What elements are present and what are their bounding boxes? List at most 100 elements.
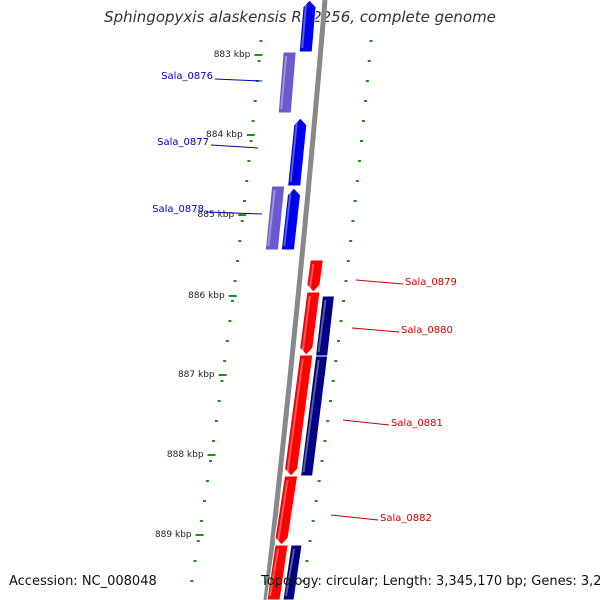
gene-label-sala-0878[interactable]: Sala_0878: [152, 204, 204, 215]
gene-label-sala-0880[interactable]: Sala_0880: [401, 325, 453, 336]
dot-right: [365, 80, 369, 82]
dot-left: [238, 240, 242, 242]
dot-right: [302, 580, 306, 582]
feature-block-9: [284, 354, 314, 477]
feature-track: [264, 0, 335, 600]
dot-right: [320, 460, 324, 462]
dot-right: [323, 440, 327, 442]
dot-right: [341, 300, 345, 302]
dot-right: [308, 540, 312, 542]
dot-right: [362, 120, 366, 122]
dot-left: [242, 200, 246, 202]
dot-left: [249, 140, 253, 142]
dot-right: [326, 420, 330, 422]
feature-block-12: [266, 544, 289, 600]
gene-leader-line: [330, 514, 379, 521]
dot-right: [360, 140, 364, 142]
gene-leader-line: [351, 327, 400, 333]
feature-highlight: [289, 122, 298, 182]
feature-block-10: [300, 355, 329, 477]
dot-left: [223, 360, 227, 362]
gene-label-sala-0879[interactable]: Sala_0879: [405, 277, 457, 288]
genome-backbone: [263, 0, 328, 600]
feature-highlight: [301, 296, 311, 351]
dot-right: [328, 400, 332, 402]
dot-left: [217, 400, 221, 402]
gene-label-sala-0876[interactable]: Sala_0876: [161, 71, 213, 82]
feature-highlight: [284, 549, 296, 596]
dot-right: [357, 160, 361, 162]
dot-left: [247, 160, 251, 162]
dot-left: [259, 40, 263, 42]
tick-label: 889 kbp: [155, 530, 192, 540]
tick-label: 884 kbp: [206, 130, 243, 140]
gene-leader-line: [355, 279, 404, 285]
feature-highlight: [268, 549, 280, 596]
dot-right: [344, 280, 348, 282]
feature-block-6: [306, 259, 324, 293]
dot-left: [253, 100, 257, 102]
dot-right: [351, 220, 355, 222]
dot-right: [305, 560, 309, 562]
dot-left: [245, 180, 249, 182]
dot-right: [346, 260, 350, 262]
dot-left: [202, 500, 206, 502]
feature-highlight: [267, 190, 276, 246]
dot-left: [214, 420, 218, 422]
dot-left: [240, 220, 244, 222]
feature-block-13: [282, 544, 303, 600]
dot-left: [196, 540, 200, 542]
dot-right: [314, 500, 318, 502]
dot-left: [220, 380, 224, 382]
dot-left: [199, 520, 203, 522]
dot-left: [193, 560, 197, 562]
gene-label-sala-0882[interactable]: Sala_0882: [380, 513, 432, 524]
dot-left: [251, 120, 255, 122]
tick-label: 883 kbp: [214, 50, 251, 60]
feature-highlight: [277, 480, 289, 541]
dot-right: [367, 60, 371, 62]
feature-block-2: [277, 51, 297, 114]
dot-left: [225, 340, 229, 342]
dot-right: [317, 480, 321, 482]
gene-leader-line: [214, 78, 263, 82]
dot-left: [228, 320, 232, 322]
gene-leader-line: [210, 144, 259, 149]
gene-leader-line: [342, 419, 390, 426]
feature-block-5: [280, 187, 302, 251]
dot-right: [311, 520, 315, 522]
feature-highlight: [302, 360, 320, 472]
dot-right: [336, 340, 340, 342]
gene-label-sala-0877[interactable]: Sala_0877: [157, 137, 209, 148]
dot-left: [206, 480, 210, 482]
feature-block-3: [287, 117, 308, 187]
kbp-ticks: 883 kbp 884 kbp 885 kbp 886 kbp 887 kbp 888 k…: [155, 50, 263, 540]
dot-left: [235, 260, 239, 262]
map-title: Sphingopyxis alaskensis RB2256, complete…: [104, 8, 496, 26]
dot-right: [334, 360, 338, 362]
feature-highlight: [308, 264, 315, 288]
tick-label: 885 kbp: [198, 210, 235, 220]
dot-right: [363, 100, 367, 102]
gene-labels: Sala_0876 Sala_0877 Sala_0878 Sala_0879 Sala…: [152, 71, 457, 524]
dot-right: [349, 240, 353, 242]
feature-highlight: [317, 300, 327, 352]
feature-block-7: [299, 291, 321, 356]
feature-block-1: [298, 0, 317, 53]
feature-highlight: [286, 359, 304, 472]
dot-right: [331, 380, 335, 382]
gene-label-sala-0881[interactable]: Sala_0881: [391, 418, 443, 429]
feature-block-11: [274, 475, 299, 546]
gene-leader-line: [205, 211, 263, 215]
dot-left: [209, 460, 213, 462]
dot-left: [230, 300, 234, 302]
dot-left: [233, 280, 237, 282]
tick-label: 886 kbp: [188, 291, 225, 301]
feature-block-4: [264, 185, 286, 251]
feature-highlight: [283, 192, 292, 246]
dot-right: [369, 40, 373, 42]
feature-highlight: [301, 4, 307, 48]
gc-dot-tracks: [190, 40, 373, 582]
dot-left: [190, 580, 194, 582]
